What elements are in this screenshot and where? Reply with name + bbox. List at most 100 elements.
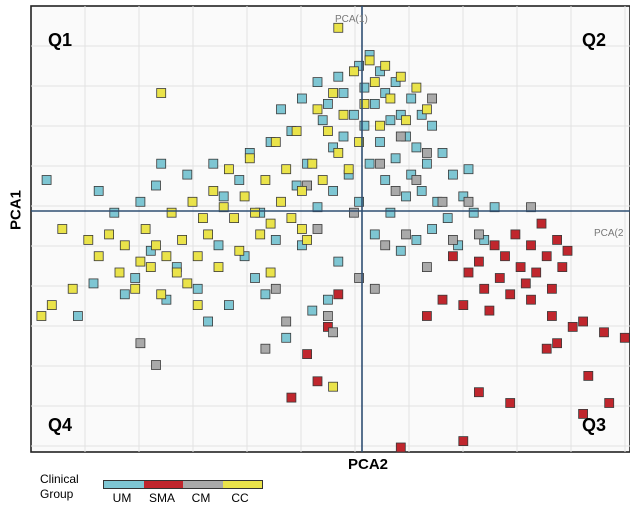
point-um: [421, 158, 432, 169]
point-cc: [375, 120, 385, 131]
point-um: [354, 196, 365, 207]
point-cc: [333, 22, 344, 33]
point-um: [453, 240, 464, 251]
point-um: [354, 60, 365, 71]
point-sma: [479, 283, 490, 294]
point-um: [161, 294, 172, 305]
point-um: [328, 185, 339, 196]
point-um: [463, 164, 474, 175]
point-sma: [302, 349, 313, 360]
point-um: [291, 180, 302, 191]
point-um: [109, 207, 120, 218]
point-sma: [520, 278, 531, 289]
point-cc: [276, 196, 286, 207]
point-um: [130, 273, 141, 283]
point-um: [260, 289, 271, 300]
point-cc: [317, 175, 328, 185]
point-cc: [208, 185, 219, 196]
point-sma: [583, 370, 594, 381]
point-um: [442, 213, 453, 224]
point-sma: [567, 321, 578, 332]
point-um: [359, 120, 370, 131]
point-sma: [541, 251, 552, 262]
point-cc: [171, 267, 182, 278]
point-cc: [270, 137, 281, 147]
horizontal-axis-line-label: PCA(2: [594, 228, 624, 239]
legend-swatch-cm: [183, 481, 223, 488]
point-um: [401, 191, 411, 202]
point-cc: [166, 207, 177, 218]
point-cc: [307, 158, 318, 169]
point-sma: [510, 229, 521, 240]
point-um: [437, 147, 448, 158]
point-um: [182, 169, 193, 180]
point-cc: [255, 229, 266, 240]
point-sma: [333, 289, 344, 300]
point-um: [479, 234, 490, 245]
point-um: [119, 289, 130, 300]
point-cm: [302, 180, 313, 191]
point-um: [338, 88, 349, 98]
legend-swatch-cc: [222, 481, 262, 488]
point-cc: [421, 104, 432, 115]
y-axis-label-wrap: PCA1: [4, 150, 28, 270]
point-um: [447, 169, 458, 180]
point-cm: [348, 207, 359, 218]
point-sma: [562, 245, 573, 256]
x-axis-label: PCA2: [347, 456, 388, 473]
point-cm: [427, 93, 438, 104]
point-um: [375, 66, 385, 77]
point-um: [93, 185, 104, 196]
point-cm: [151, 360, 161, 370]
point-um: [322, 99, 333, 109]
point-cc: [380, 60, 391, 71]
point-cc: [401, 115, 411, 126]
point-cm: [375, 158, 385, 169]
point-cc: [46, 300, 57, 311]
point-sma: [395, 442, 406, 453]
point-um: [213, 240, 224, 251]
point-um: [218, 191, 229, 202]
point-sma: [552, 338, 562, 349]
point-um: [73, 311, 83, 321]
point-cc: [411, 82, 422, 93]
point-cm: [401, 229, 411, 240]
point-cm: [395, 131, 406, 142]
point-um: [338, 131, 349, 142]
point-um: [375, 137, 385, 147]
point-cc: [177, 234, 188, 245]
point-cc: [281, 164, 292, 175]
point-um: [411, 142, 422, 153]
legend-label-um: UM: [112, 491, 132, 505]
point-cc: [369, 77, 380, 87]
legend-title: Clinical Group: [40, 472, 79, 501]
point-cm: [354, 273, 365, 283]
quadrant-label-q2: Q2: [582, 30, 607, 50]
point-cm: [421, 262, 432, 273]
point-cm: [260, 343, 271, 354]
point-cc: [385, 93, 396, 104]
point-cc: [286, 213, 297, 224]
point-cm: [369, 283, 380, 294]
point-um: [364, 158, 375, 169]
point-cc: [119, 240, 130, 251]
point-um: [296, 240, 307, 251]
point-sma: [458, 300, 469, 311]
point-cm: [421, 147, 432, 158]
point-um: [312, 77, 323, 87]
point-sma: [526, 294, 536, 305]
point-um: [234, 175, 245, 185]
point-cc: [192, 251, 203, 262]
point-cm: [270, 283, 281, 294]
point-cc: [359, 99, 370, 109]
point-sma: [604, 398, 615, 408]
point-cc: [354, 137, 365, 147]
point-um: [239, 251, 250, 262]
point-cm: [447, 234, 458, 245]
point-cc: [322, 126, 333, 136]
point-cc: [395, 71, 406, 82]
point-um: [411, 234, 422, 245]
point-um: [41, 175, 52, 185]
point-cm: [328, 327, 339, 338]
